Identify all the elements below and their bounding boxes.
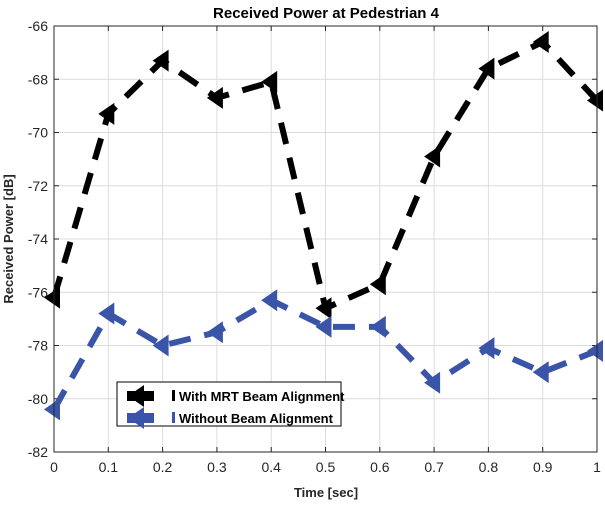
data-point-marker xyxy=(261,289,278,312)
x-tick-label: 0.3 xyxy=(207,459,227,475)
x-tick-label: 0.8 xyxy=(479,459,499,475)
data-point-marker xyxy=(98,302,115,325)
data-point-marker xyxy=(424,371,441,394)
data-point-marker xyxy=(478,57,495,80)
chart-title: Received Power at Pedestrian 4 xyxy=(213,5,440,22)
y-axis-label: Received Power [dB] xyxy=(1,174,16,303)
x-tick-label: 0.6 xyxy=(370,459,390,475)
data-point-marker xyxy=(315,297,332,320)
y-tick-label: -66 xyxy=(28,18,48,34)
legend-entry-label: Without Beam Alignment xyxy=(179,411,334,426)
legend-entry-label: With MRT Beam Alignment xyxy=(179,389,345,404)
x-tick-label: 0.2 xyxy=(153,459,173,475)
data-point-marker xyxy=(44,398,60,421)
y-tick-label: -72 xyxy=(28,178,48,194)
legend-dash-1 xyxy=(172,412,175,423)
data-point-marker xyxy=(587,89,603,112)
legend-line-1 xyxy=(127,413,154,423)
x-tick-label: 0 xyxy=(50,459,58,475)
data-point-marker xyxy=(152,49,169,72)
plot-area-border xyxy=(53,25,598,453)
data-point-marker xyxy=(98,102,115,125)
y-tick-label: -76 xyxy=(28,284,48,300)
y-tick-label: -70 xyxy=(28,125,48,141)
data-point-marker xyxy=(152,334,169,357)
y-tick-label: -80 xyxy=(28,391,48,407)
data-point-marker xyxy=(315,315,332,338)
y-tick-label: -74 xyxy=(28,231,48,247)
data-point-marker xyxy=(587,339,603,362)
data-point-marker xyxy=(206,321,223,344)
x-tick-label: 0.4 xyxy=(261,459,281,475)
data-point-marker xyxy=(369,315,386,338)
data-point-marker xyxy=(261,70,278,93)
data-point-marker xyxy=(532,30,549,53)
data-point-marker xyxy=(369,273,386,296)
series-line-1 xyxy=(51,296,599,411)
data-point-marker xyxy=(424,145,441,168)
data-point-marker xyxy=(44,286,60,309)
y-tick-label: -68 xyxy=(28,71,48,87)
legend-dash-0 xyxy=(172,390,175,401)
data-point-marker xyxy=(206,86,223,109)
x-tick-label: 0.9 xyxy=(533,459,553,475)
x-tick-label: 1 xyxy=(593,459,601,475)
x-axis-label: Time [sec] xyxy=(294,485,358,500)
y-tick-label: -82 xyxy=(28,444,48,460)
data-point-marker xyxy=(478,337,495,360)
legend: With MRT Beam Alignment Without Beam Alig… xyxy=(116,381,345,429)
legend-line-0 xyxy=(127,391,154,401)
x-tick-label: 0.5 xyxy=(316,459,336,475)
y-tick-label: -78 xyxy=(28,338,48,354)
data-point-marker xyxy=(532,361,549,384)
x-tick-label: 0.1 xyxy=(99,459,119,475)
x-tick-label: 0.7 xyxy=(424,459,444,475)
